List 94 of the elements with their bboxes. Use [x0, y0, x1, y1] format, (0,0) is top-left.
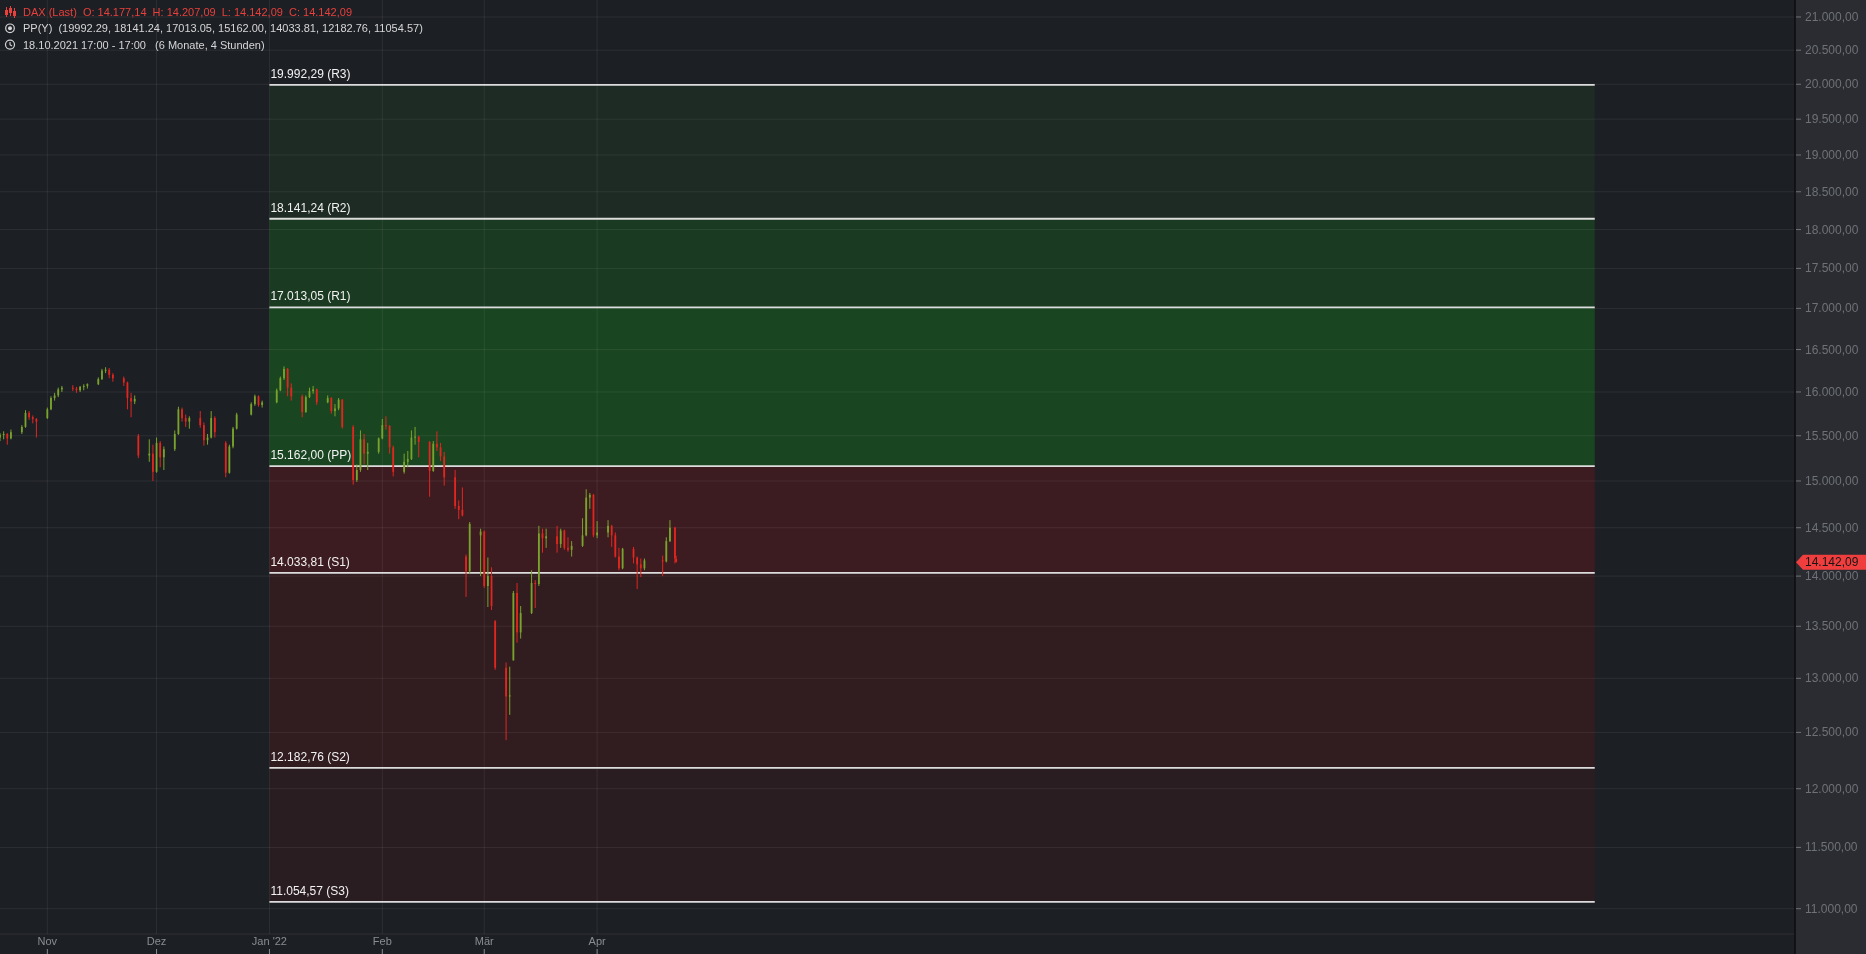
y-tick-label: 17.500,00	[1805, 261, 1859, 276]
candlestick	[334, 403, 336, 417]
candlestick	[213, 415, 216, 439]
text: DAX (Last) O: 14.177,14 H: 14.207,09 L: 14.142,09 C: 14.142,09	[23, 6, 352, 18]
series-label: 19.992,29 (R3)	[270, 66, 351, 81]
candlestick	[534, 579, 537, 609]
candlestick	[607, 519, 609, 538]
y-tick-label: 14.000,00	[1805, 569, 1859, 584]
x-tick-label: Jan '22	[251, 935, 287, 947]
candlestick	[567, 536, 569, 553]
candlestick	[312, 385, 315, 395]
x-tick-label: Mär	[474, 935, 495, 947]
candlestick	[417, 435, 420, 458]
candlestick	[10, 429, 12, 440]
y-tick-label: 11.500,00	[1805, 840, 1858, 855]
x-tick-label: Apr	[588, 935, 607, 947]
series-label: 15.162,00 (PP)	[270, 448, 352, 463]
candlestick	[381, 418, 384, 440]
candlestick	[286, 367, 289, 397]
candlestick	[639, 558, 642, 578]
candlestick	[556, 525, 558, 554]
y-tick-label: 16.000,00	[1805, 384, 1859, 399]
text: PP(Y) (19992.29, 18141.24, 17013.05, 15162.00, 14033.81, 12182.76, 11054.57)	[23, 22, 423, 35]
y-tick-label: 16.500,00	[1805, 342, 1859, 357]
y-tick-label: 13.000,00	[1805, 671, 1859, 686]
candlestick	[454, 469, 457, 510]
candlestick	[414, 426, 416, 446]
candlestick	[505, 662, 507, 741]
candlestick	[614, 531, 617, 559]
series-label: 18.141,24 (R2)	[270, 200, 351, 215]
y-tick-label: 11.000,00	[1805, 901, 1858, 916]
candlestick	[465, 554, 467, 598]
y-tick-label: 21.000,00	[1805, 9, 1859, 24]
candlestick	[203, 421, 205, 447]
y-tick-label: 19.000,00	[1805, 147, 1859, 162]
annotation: 18.10.2021 17:00 - 17:00 (6 Monate, 4 Stunden)	[23, 38, 265, 51]
x-tick-label: Feb	[372, 935, 392, 947]
candlestick	[443, 451, 446, 487]
candlestick	[210, 410, 213, 439]
candlestick	[665, 536, 668, 563]
candlestick	[173, 429, 176, 452]
candlestick	[519, 605, 522, 640]
series-label: 11.054,57 (S3)	[270, 883, 349, 898]
x-tick-label: Dez	[146, 935, 167, 947]
candlestick	[162, 445, 165, 471]
candlestick	[436, 430, 438, 452]
y-tick-label: 13.500,00	[1805, 619, 1859, 634]
candlestick	[661, 555, 664, 577]
candlestick	[111, 372, 114, 383]
candlestick	[618, 547, 620, 571]
candlestick	[181, 407, 183, 423]
candlestick	[516, 582, 518, 644]
candlestick	[366, 442, 369, 471]
y-tick-label: 18.500,00	[1805, 184, 1859, 199]
candlestick	[545, 528, 548, 549]
candlestick	[152, 444, 154, 482]
candlestick	[130, 392, 132, 418]
candlestick	[621, 547, 624, 570]
series-label: 17.013,05 (R1)	[270, 289, 351, 304]
candlestick	[283, 365, 285, 381]
candlestick	[457, 499, 460, 520]
candlestick	[363, 433, 365, 466]
y-tick-label: 18.000,00	[1805, 222, 1859, 237]
candlestick	[137, 433, 140, 459]
candlestick	[610, 524, 613, 548]
y-tick-label: 19.500,00	[1805, 112, 1859, 127]
x-tick-label: Nov	[37, 935, 58, 947]
candlestick	[159, 440, 162, 468]
candlestick	[559, 528, 562, 549]
y-tick-label: 12.000,00	[1805, 781, 1859, 796]
y-tick-label: 12.500,00	[1805, 725, 1859, 740]
candlestick	[596, 520, 599, 539]
series-label: 12.182,76 (S2)	[270, 749, 350, 764]
y-tick-label: 20.500,00	[1805, 43, 1859, 58]
candlestick	[403, 453, 406, 475]
candlestick	[636, 556, 639, 590]
candlestick	[563, 529, 566, 551]
y-tick-label: 14.500,00	[1805, 520, 1859, 535]
candlestick	[385, 415, 387, 431]
candlestick	[79, 385, 81, 393]
candlestick	[101, 368, 103, 381]
y-tick-label: 17.000,00	[1805, 301, 1859, 316]
y-tick-label: 15.000,00	[1805, 473, 1859, 488]
candlestick	[232, 426, 234, 449]
candlestick	[486, 557, 489, 608]
y-tick-label: 15.500,00	[1805, 428, 1859, 443]
candlestick	[669, 519, 671, 543]
y-tick-label: 20.000,00	[1805, 77, 1859, 92]
candlestick	[508, 666, 511, 716]
candlestick	[301, 394, 304, 418]
candlestick	[50, 395, 52, 411]
series-label: 14.033,81 (S1)	[270, 554, 350, 569]
candlestick	[28, 410, 31, 421]
text: 14.142,09	[1805, 555, 1859, 570]
